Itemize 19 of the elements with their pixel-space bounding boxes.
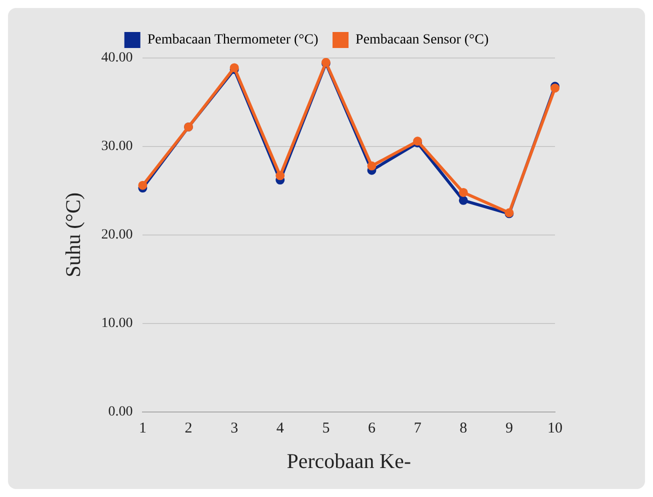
x-axis-title: Percobaan Ke-: [286, 448, 411, 473]
x-tick-label: 8: [460, 420, 468, 437]
x-tick-label: 4: [276, 420, 284, 437]
y-axis-title: Suhu (°C): [61, 192, 86, 278]
y-tick-label: 20.00: [101, 228, 133, 243]
y-tick-label: 0.00: [108, 404, 133, 420]
x-tick-label: 2: [184, 420, 192, 437]
x-tick-label: 9: [505, 420, 513, 437]
x-tick-label: 3: [230, 420, 238, 437]
y-tick-label: 10.00: [101, 316, 133, 332]
x-tick-label: 6: [368, 420, 376, 437]
x-tick-label: 5: [322, 420, 330, 437]
y-tick-label: 30.00: [101, 139, 133, 154]
x-tick-label: 10: [548, 420, 562, 437]
legend-label: Pembacaan Thermometer (°C): [147, 32, 319, 48]
y-tick-label: 40.00: [101, 50, 133, 66]
x-tick-label: 1: [138, 420, 146, 437]
legend-label: Pembacaan Sensor (°C): [356, 32, 489, 48]
x-tick-label: 7: [414, 420, 422, 437]
